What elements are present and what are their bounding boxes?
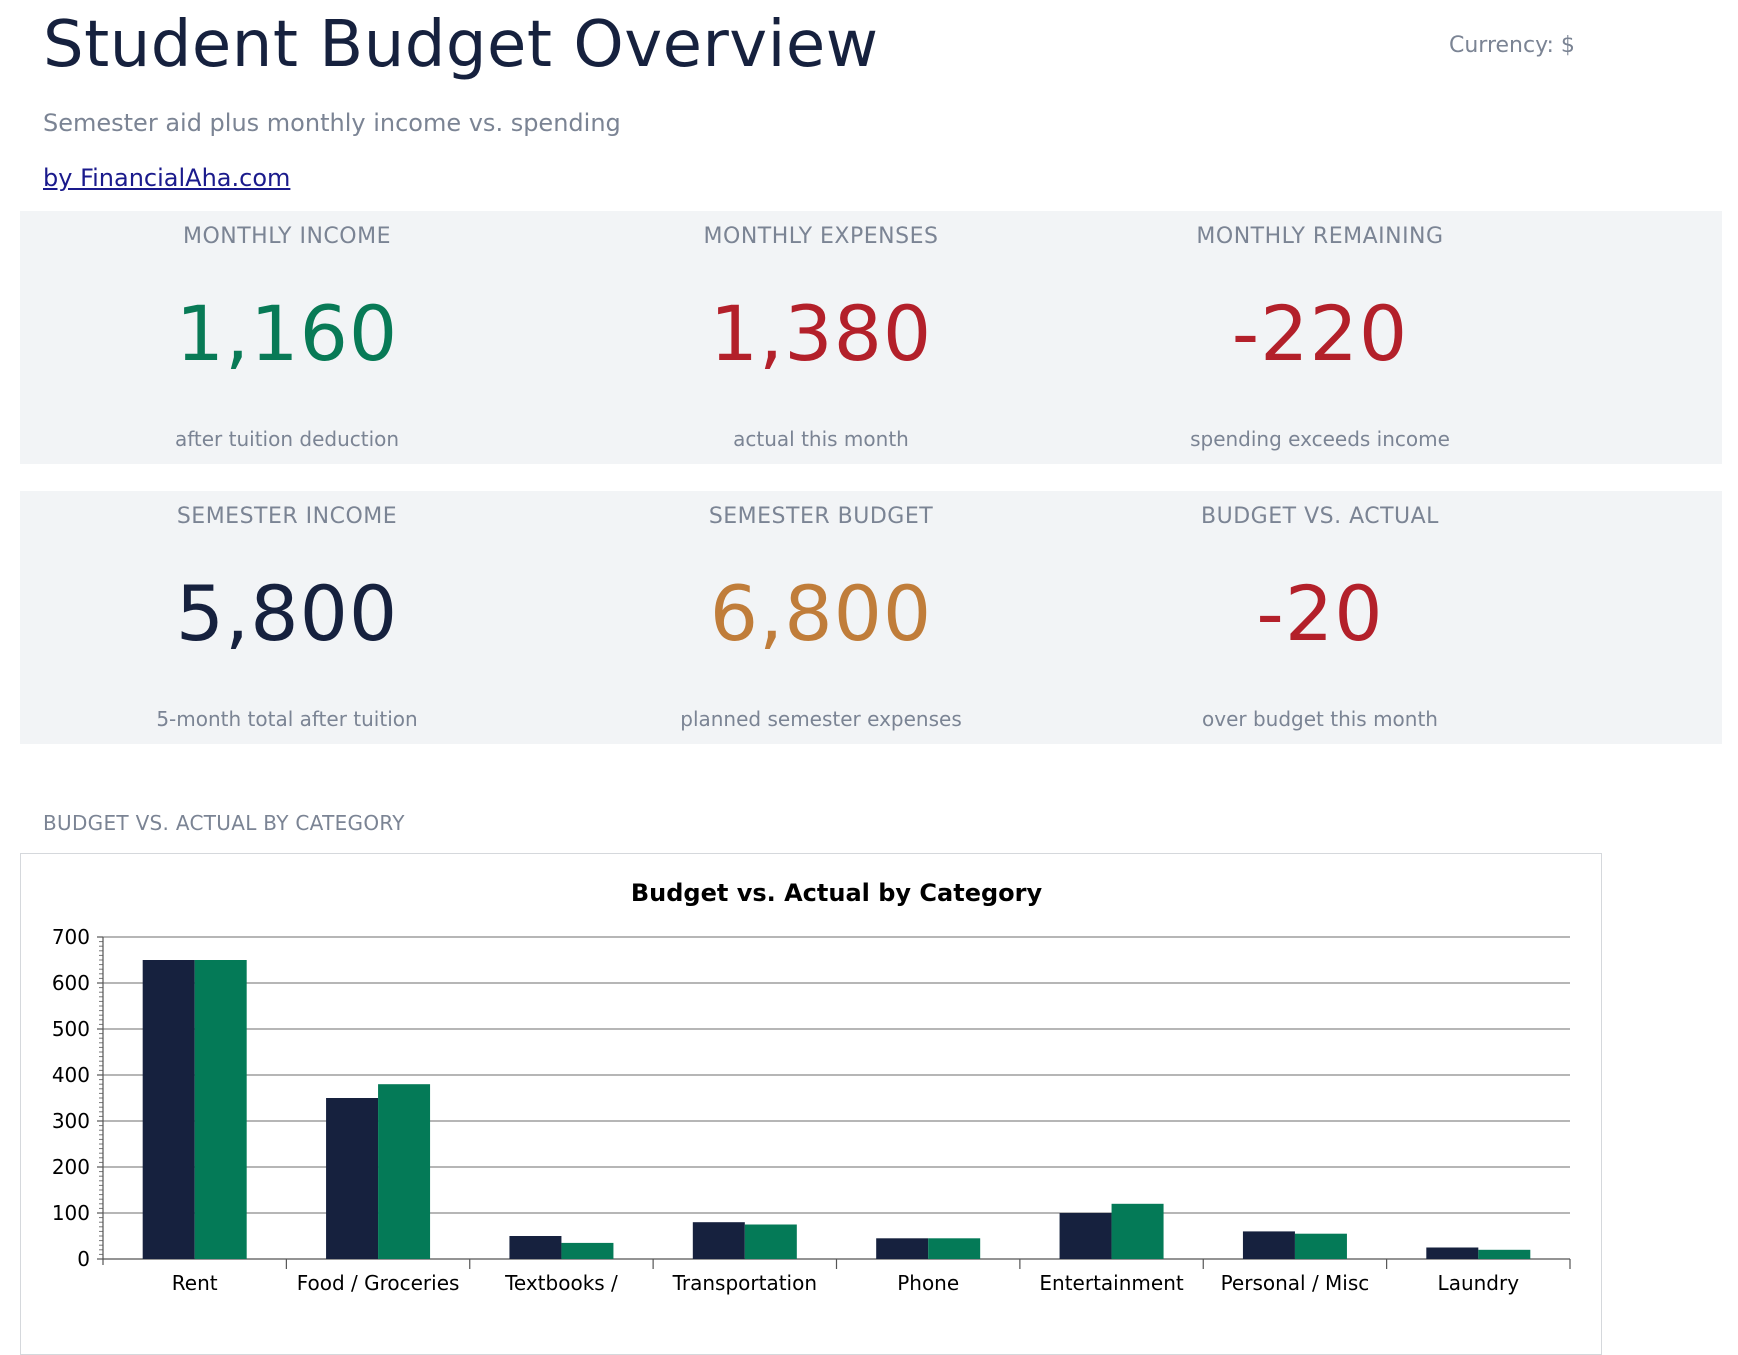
byline-link[interactable]: by FinancialAha.com (43, 164, 291, 192)
kpi-note: planned semester expenses (680, 707, 962, 731)
kpi-value: -220 (1231, 289, 1409, 378)
kpi-label: MONTHLY EXPENSES (703, 224, 939, 249)
bar-series-2 (1478, 1249, 1531, 1259)
x-tick-label: Phone (897, 1271, 959, 1295)
x-tick-label: Entertainment (1039, 1271, 1183, 1295)
kpi-value: 1,380 (709, 289, 933, 378)
bar-series-2 (194, 960, 247, 1259)
y-tick-label: 200 (52, 1155, 90, 1179)
kpi-note: actual this month (733, 427, 909, 451)
bar-series-1 (692, 1222, 745, 1259)
bar-series-2 (1294, 1233, 1347, 1259)
y-tick-label: 500 (52, 1017, 90, 1041)
y-tick-label: 300 (52, 1109, 90, 1133)
bar-series-1 (1242, 1231, 1295, 1259)
bar-series-1 (509, 1236, 562, 1259)
bar-series-1 (876, 1238, 929, 1259)
y-tick-label: 400 (52, 1063, 90, 1087)
bar-series-2 (1111, 1203, 1164, 1259)
kpi-budget-vs-actual: BUDGET VS. ACTUAL -20 over budget this m… (1088, 491, 1552, 744)
page-title: Student Budget Overview (43, 8, 879, 82)
kpi-note: after tuition deduction (174, 427, 400, 451)
x-tick-label: Textbooks / (504, 1271, 618, 1295)
kpi-label: MONTHLY REMAINING (1196, 224, 1444, 249)
x-tick-label: Transportation (672, 1271, 817, 1295)
kpi-note: spending exceeds income (1190, 427, 1450, 451)
bar-series-1 (142, 960, 195, 1259)
kpi-monthly-remaining: MONTHLY REMAINING -220 spending exceeds … (1088, 211, 1552, 464)
y-tick-label: 700 (52, 925, 90, 949)
bar-series-2 (561, 1242, 614, 1259)
kpi-value: 5,800 (175, 569, 399, 658)
kpi-monthly-expenses: MONTHLY EXPENSES 1,380 actual this month (554, 211, 1088, 464)
kpi-label: SEMESTER BUDGET (708, 504, 934, 529)
bar-series-1 (1426, 1247, 1479, 1259)
bar-series-1 (326, 1098, 379, 1259)
x-tick-label: Rent (172, 1271, 218, 1295)
x-tick-label: Laundry (1438, 1271, 1520, 1295)
chart-title: Budget vs. Actual by Category (631, 879, 1043, 907)
y-tick-label: 600 (52, 971, 90, 995)
x-tick-label: Personal / Misc (1221, 1271, 1370, 1295)
kpi-note: 5-month total after tuition (156, 707, 418, 731)
bar-series-2 (744, 1224, 797, 1259)
budget-vs-actual-chart: Budget vs. Actual by Category 0 100 200 300 4… (52, 879, 1571, 1295)
kpi-semester-budget: SEMESTER BUDGET 6,800 planned semester e… (554, 491, 1088, 744)
kpi-value: 1,160 (175, 289, 399, 378)
bar-series-2 (928, 1238, 981, 1259)
page-subtitle: Semester aid plus monthly income vs. spe… (43, 109, 621, 137)
kpi-value: 6,800 (709, 569, 933, 658)
kpi-note: over budget this month (1202, 707, 1438, 731)
chart-section-label: BUDGET VS. ACTUAL BY CATEGORY (43, 811, 405, 835)
kpi-monthly-income: MONTHLY INCOME 1,160 after tuition deduc… (20, 211, 554, 464)
x-tick-label: Food / Groceries (297, 1271, 460, 1295)
bar-series-1 (1059, 1213, 1112, 1259)
kpi-value: -20 (1256, 569, 1384, 658)
kpi-label: SEMESTER INCOME (176, 504, 398, 529)
chart-panel: Budget vs. Actual by Category 0 100 200 300 4… (20, 853, 1602, 1355)
y-tick-label: 100 (52, 1201, 90, 1225)
y-tick-label: 0 (77, 1247, 90, 1271)
kpi-semester-income: SEMESTER INCOME 5,800 5-month total afte… (20, 491, 554, 744)
semester-kpi-panel: SEMESTER INCOME 5,800 5-month total afte… (20, 491, 1722, 744)
bar-series-2 (378, 1084, 431, 1259)
currency-indicator: Currency: $ (1449, 33, 1575, 58)
kpi-label: MONTHLY INCOME (182, 224, 391, 249)
kpi-label: BUDGET VS. ACTUAL (1201, 504, 1439, 529)
monthly-kpi-panel: MONTHLY INCOME 1,160 after tuition deduc… (20, 211, 1722, 464)
